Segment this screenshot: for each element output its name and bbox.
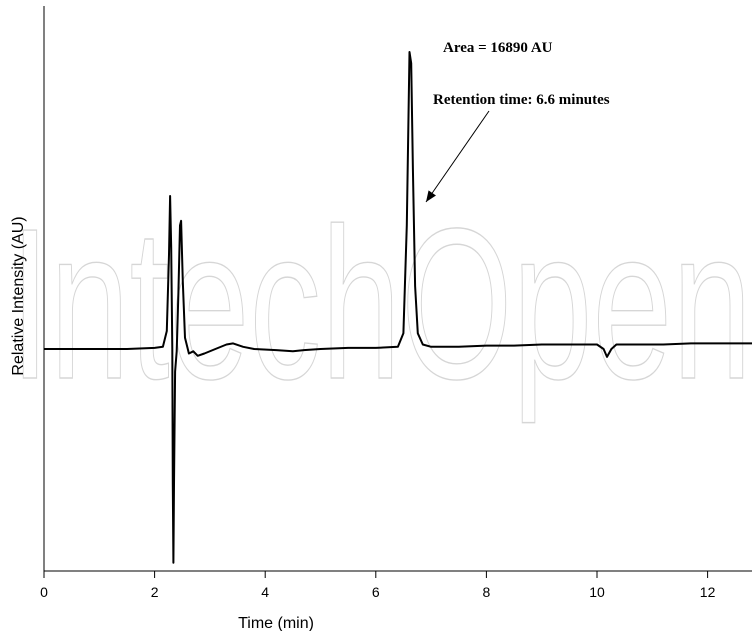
x-tick-label: 12 xyxy=(700,584,716,600)
annotations: Area = 16890 AU Retention time: 6.6 minut… xyxy=(425,40,610,203)
area-annotation: Area = 16890 AU xyxy=(443,40,553,56)
x-tick-label: 4 xyxy=(261,584,269,600)
y-axis-title: Relative Intensity (AU) xyxy=(10,216,27,375)
axes: 0 2 4 6 8 10 12 Time (min) Relative Intensity (A… xyxy=(10,6,752,631)
watermark: IntechOpen xyxy=(9,182,752,424)
watermark-text: IntechOpen xyxy=(10,183,752,424)
x-tick-label: 6 xyxy=(372,584,380,600)
arrow-head-icon xyxy=(426,190,436,202)
chromatogram-trace xyxy=(44,51,752,564)
x-tick-label: 10 xyxy=(589,584,605,600)
retention-time-annotation: Retention time: 6.6 minutes xyxy=(433,92,610,108)
x-tick-label: 0 xyxy=(40,584,48,600)
annotation-arrow-shaft xyxy=(425,110,490,203)
x-tick-label: 2 xyxy=(151,584,159,600)
x-axis-title: Time (min) xyxy=(238,615,314,631)
plot-area xyxy=(44,51,752,564)
x-tick-label: 8 xyxy=(483,584,491,600)
